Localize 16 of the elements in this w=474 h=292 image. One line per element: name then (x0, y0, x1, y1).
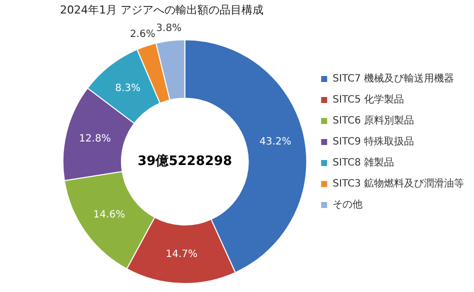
legend-label: SITC8 雑製品 (332, 156, 394, 169)
legend-label: SITC9 特殊取扱品 (332, 136, 414, 148)
legend-label: SITC7 機械及び輸送用機器 (332, 72, 454, 85)
data-label: 12.8% (79, 134, 111, 145)
data-label: 3.8% (156, 23, 182, 34)
legend-label: SITC6 原料別製品 (332, 114, 414, 127)
text: 39億5228298 (138, 152, 232, 169)
chart-title: 2024年1月 アジアへの輸出額の品目構成 (60, 3, 264, 16)
legend-label: その他 (332, 198, 363, 211)
data-label: 2.6% (130, 29, 156, 40)
legend-label: SITC5 化学製品 (332, 94, 404, 106)
data-label: 14.7% (166, 248, 198, 260)
data-label: 14.6% (93, 210, 126, 221)
legend-label: SITC3 鉱物燃料及び潤滑油等 (332, 178, 464, 190)
data-label: 8.3% (115, 83, 141, 94)
data-label: 43.2% (259, 136, 292, 148)
